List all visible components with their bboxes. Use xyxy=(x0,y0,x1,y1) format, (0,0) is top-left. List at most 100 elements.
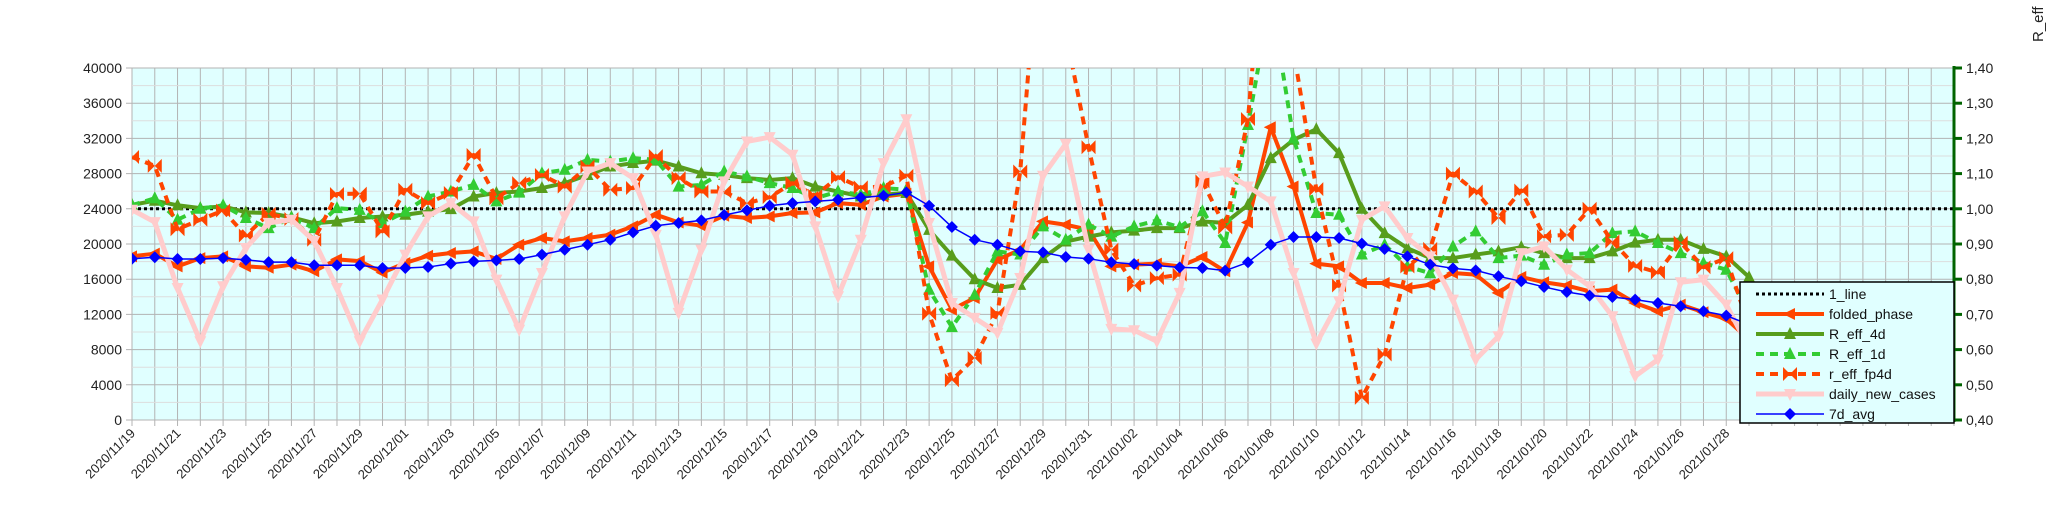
data-point xyxy=(809,179,822,192)
left-axis-tick-label: 24000 xyxy=(83,201,122,217)
data-point xyxy=(1424,258,1437,271)
legend-marker xyxy=(1784,389,1796,401)
data-point xyxy=(1605,234,1620,249)
data-point xyxy=(467,189,480,202)
data-point xyxy=(308,259,321,272)
series-7d-avg xyxy=(132,186,1756,331)
data-point xyxy=(1014,272,1027,285)
data-point xyxy=(1720,299,1733,312)
data-point xyxy=(1515,248,1528,261)
data-point xyxy=(604,158,617,171)
right-axis-tick-label: 0,40 xyxy=(1966,412,1993,428)
data-point xyxy=(968,312,981,325)
data-point xyxy=(558,162,571,175)
data-point xyxy=(467,216,480,229)
data-point xyxy=(1105,256,1118,269)
data-point xyxy=(1173,287,1186,300)
data-point xyxy=(1720,262,1733,275)
data-point xyxy=(1196,204,1209,217)
data-point xyxy=(1355,214,1368,227)
legend-item: R_eff_4d xyxy=(1756,326,1886,342)
data-point xyxy=(1287,43,1301,57)
data-point xyxy=(1650,305,1663,318)
data-point xyxy=(1469,247,1482,260)
data-point xyxy=(1240,112,1255,127)
data-point xyxy=(308,236,321,249)
data-point xyxy=(1105,229,1118,242)
data-point xyxy=(376,294,389,307)
data-point xyxy=(1309,257,1322,270)
data-point xyxy=(1446,239,1459,252)
data-point xyxy=(1310,122,1323,135)
data-point xyxy=(603,182,618,197)
data-point xyxy=(1583,281,1596,294)
data-point xyxy=(649,219,662,232)
data-point xyxy=(353,210,366,223)
data-point xyxy=(923,282,936,295)
data-point xyxy=(672,217,685,230)
data-point xyxy=(1446,262,1459,275)
data-point xyxy=(786,197,799,210)
data-point xyxy=(285,214,298,227)
data-point xyxy=(1241,197,1254,210)
data-point xyxy=(922,260,935,273)
data-point xyxy=(1150,336,1163,349)
data-point xyxy=(1469,354,1482,367)
left-axis-tick-label: 36000 xyxy=(83,95,122,111)
data-point xyxy=(330,214,343,227)
right-axis-tick-label: 1,30 xyxy=(1966,95,1993,111)
data-point xyxy=(1354,276,1367,289)
data-point xyxy=(1537,229,1552,244)
data-point xyxy=(627,226,640,239)
left-axis-tick-label: 32000 xyxy=(83,130,122,146)
data-point xyxy=(490,194,503,207)
data-point xyxy=(581,166,594,179)
data-point xyxy=(1082,244,1095,257)
data-point xyxy=(238,228,253,243)
data-point xyxy=(1720,309,1733,322)
data-point xyxy=(352,186,367,201)
data-point xyxy=(1058,218,1071,231)
data-point xyxy=(808,206,821,219)
data-point xyxy=(1310,231,1323,244)
data-point xyxy=(1310,206,1323,219)
data-point xyxy=(376,209,389,222)
left-axis-tick-label: 40000 xyxy=(83,60,122,76)
data-point xyxy=(581,238,594,251)
legend-item: daily_new_cases xyxy=(1756,386,1936,402)
data-point xyxy=(262,217,275,230)
data-point xyxy=(1128,325,1141,338)
data-point xyxy=(581,152,594,165)
data-point xyxy=(1560,285,1573,298)
legend-item: r_eff_fp4d xyxy=(1756,366,1892,382)
data-point xyxy=(1264,238,1277,251)
data-point xyxy=(1150,213,1163,226)
data-point xyxy=(990,253,1003,266)
data-point xyxy=(991,238,1004,251)
data-point xyxy=(1150,221,1163,234)
data-point xyxy=(1400,259,1415,274)
data-point xyxy=(648,149,663,163)
data-point xyxy=(1424,266,1437,279)
data-point xyxy=(854,234,867,247)
legend-label: folded_phase xyxy=(1829,306,1913,322)
data-point xyxy=(217,198,230,211)
data-point xyxy=(1629,293,1642,306)
data-point xyxy=(740,204,753,217)
data-point xyxy=(1196,171,1209,184)
data-point xyxy=(831,170,846,185)
data-point xyxy=(967,351,982,366)
data-point xyxy=(1446,294,1459,307)
data-point xyxy=(490,254,503,267)
data-point xyxy=(1629,235,1642,248)
series-line xyxy=(132,68,1751,330)
data-point xyxy=(1400,282,1413,294)
data-point xyxy=(467,177,480,190)
right-axis-tick-label: 0,50 xyxy=(1966,377,1993,393)
data-point xyxy=(923,199,936,212)
data-point xyxy=(421,196,436,211)
data-point xyxy=(1150,259,1163,272)
data-point xyxy=(1401,233,1414,246)
data-point xyxy=(1128,257,1141,270)
data-point xyxy=(1469,264,1482,277)
